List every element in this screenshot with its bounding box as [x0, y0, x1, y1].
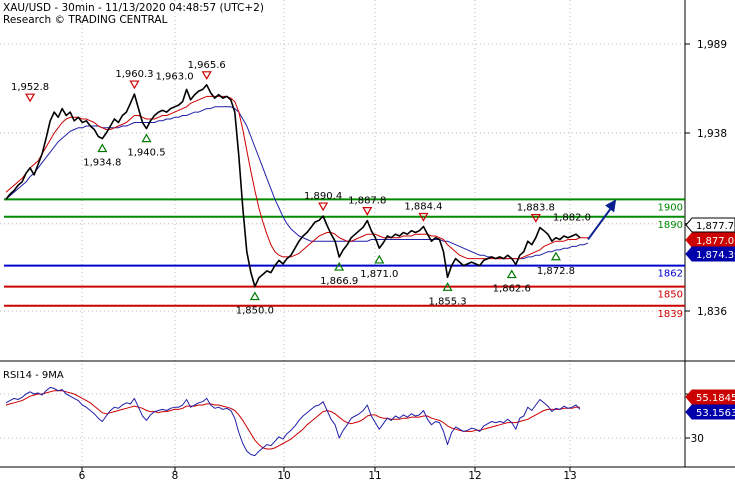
x-tick-label: 10: [277, 470, 290, 480]
y-tick-label: 1,938: [697, 128, 727, 140]
pivot-label: 1,940.5: [127, 148, 165, 159]
pivot-low-marker: [141, 133, 152, 143]
projection-arrow: [587, 199, 617, 241]
x-tick-label: 8: [172, 470, 179, 480]
pivot-high-marker: [318, 202, 329, 212]
pivot-label: 1,850.0: [236, 306, 274, 317]
pivot-label: 1,934.8: [83, 158, 121, 169]
pivot-label: 1,872.8: [537, 266, 575, 277]
pivot-high-marker: [418, 212, 429, 222]
level-label: 1850: [658, 290, 683, 301]
current-value-tag-blue: [685, 246, 735, 262]
pivot-low-marker: [97, 143, 108, 153]
pivot-label: 1,884.4: [404, 202, 442, 213]
pivot-label: 1,960.3: [115, 69, 153, 80]
rsi-tick-label: 30: [691, 433, 704, 445]
pivot-low-marker: [334, 261, 345, 271]
x-tick-label: 13: [563, 470, 576, 480]
rsi-value-text: 53.1563: [696, 408, 735, 419]
pivot-label: 1,952.8: [11, 82, 49, 93]
pivot-label: 1,965.6: [188, 60, 226, 71]
level-label: 1890: [658, 220, 683, 231]
y-tick-label: 1,836: [697, 306, 727, 318]
pivot-high-marker: [530, 213, 541, 223]
pivot-low-marker: [442, 282, 453, 291]
projection-arrow-head: [605, 199, 617, 213]
pivot-label: 1,882.0: [553, 213, 591, 224]
y-tick-label: 1,989: [697, 39, 727, 51]
rsi-ma-line: [5, 390, 580, 450]
pivot-label: 1,963.0: [156, 71, 194, 82]
annotations: 1,952.8 1,934.8 1,960.3 1,940.5 1,963.01,965…: [11, 60, 591, 317]
current-value-text: 1,877.76: [696, 221, 735, 232]
pivot-high-marker: [362, 207, 373, 216]
pivot-label: 1,862.6: [493, 284, 531, 295]
rsi-title: RSI14 - 9MA: [3, 370, 64, 381]
pivot-label: 1,887.8: [348, 196, 386, 207]
pivot-low-marker: [249, 291, 260, 301]
chart-header-title: XAU/USD - 30min - 11/13/2020 04:48:57 (U…: [3, 2, 264, 14]
pivot-label: 1,866.9: [320, 276, 358, 287]
level-label: 1862: [658, 269, 683, 280]
current-value-text: 1,874.39: [696, 250, 735, 261]
pivot-label: 1,871.0: [360, 269, 398, 280]
x-tick-label: 11: [368, 470, 381, 480]
pivot-label: 1,890.4: [304, 191, 342, 202]
pivot-high-marker: [129, 80, 140, 90]
price-line: [5, 84, 581, 288]
current-value-tag-current: [685, 217, 735, 233]
rsi-line: [5, 386, 581, 457]
pivot-low-marker: [374, 254, 385, 264]
projection-arrow-shaft: [587, 204, 614, 241]
rsi-value-tag-red: [685, 389, 735, 405]
pivot-label: 1,855.3: [428, 296, 466, 307]
rsi-value-tag-blue: [685, 404, 735, 420]
pivot-low-marker: [550, 251, 561, 261]
support-resistance-levels: 1900 1890 1862 1850 1839: [4, 198, 685, 320]
pivot-high-marker: [25, 93, 36, 103]
x-tick-label: 12: [468, 470, 481, 480]
rsi-value-text: 55.1845: [696, 393, 735, 404]
current-value-text: 1,877.0: [696, 236, 734, 247]
pivot-high-marker: [201, 71, 212, 81]
level-label: 1900: [658, 202, 683, 213]
pivot-low-marker: [506, 269, 517, 279]
current-value-tag-red: [685, 232, 735, 248]
level-label: 1839: [658, 309, 683, 320]
series-lines: [5, 84, 589, 288]
chart-header-source: Research © TRADING CENTRAL: [3, 14, 168, 26]
current-value-tags: 1,877.76 1,877.0 1,874.39: [685, 217, 735, 262]
fast-ma-line: [5, 95, 588, 260]
x-tick-label: 6: [79, 470, 86, 480]
pivot-label: 1,883.8: [517, 203, 555, 214]
